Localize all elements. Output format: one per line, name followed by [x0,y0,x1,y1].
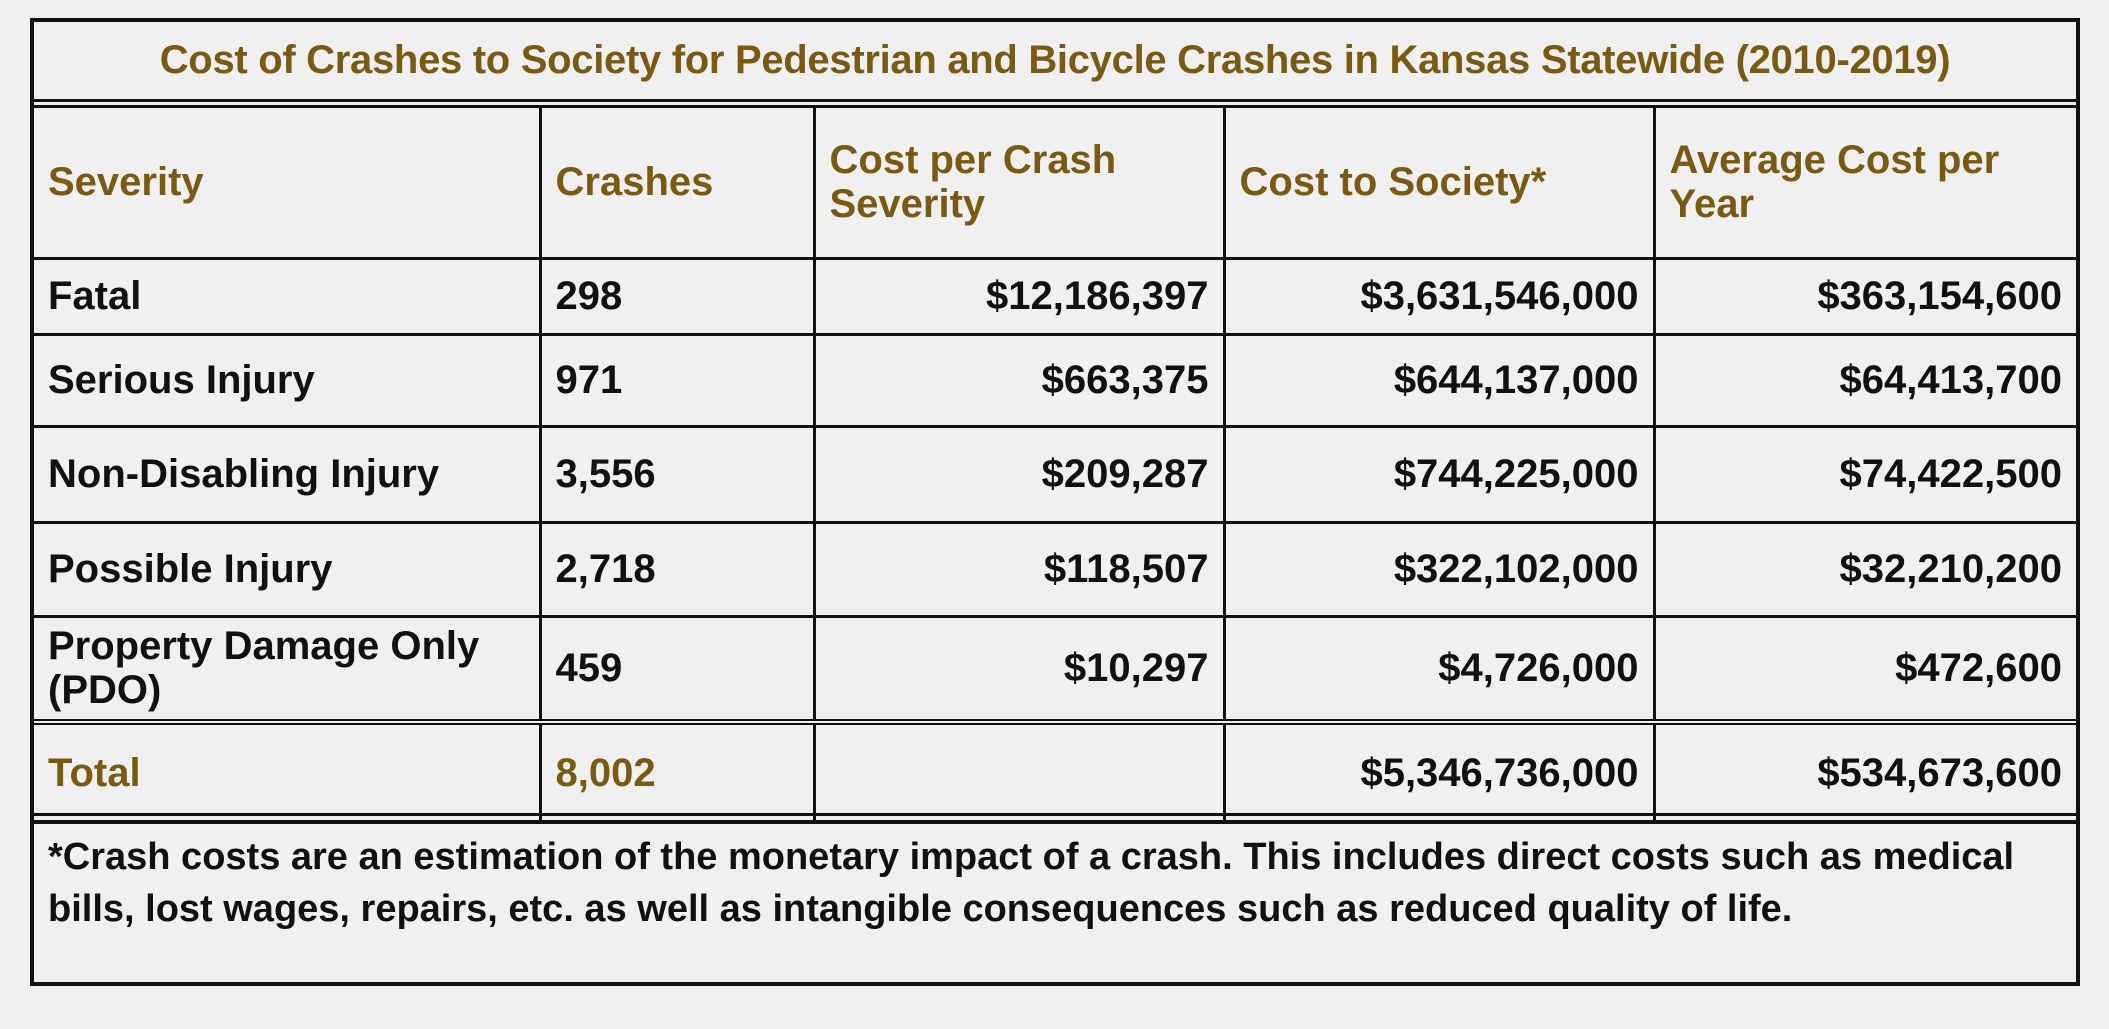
cell-crashes: 3,556 [538,424,816,524]
header-avg-cost-per-year: Average Cost per Year [1652,108,2076,260]
total-crashes: 8,002 [538,720,816,824]
cell-severity: Possible Injury [34,520,542,618]
header-row: Severity Crashes Cost per Crash Severity… [34,108,2076,260]
header-severity: Severity [34,108,542,260]
total-label: Total [34,720,542,824]
cell-cost-per-crash: $12,186,397 [812,256,1226,336]
header-crashes: Crashes [538,108,816,260]
cell-crashes: 2,718 [538,520,816,618]
total-cost-to-society: $5,346,736,000 [1222,720,1656,824]
total-cost-per-crash [812,720,1226,824]
table-row: Possible Injury 2,718 $118,507 $322,102,… [34,520,2076,618]
cell-severity: Property Damage Only (PDO) [34,614,542,724]
cell-avg-cost-per-year: $32,210,200 [1652,520,2076,618]
cell-cost-per-crash: $118,507 [812,520,1226,618]
table-row: Non-Disabling Injury 3,556 $209,287 $744… [34,424,2076,524]
cell-cost-to-society: $644,137,000 [1222,332,1656,428]
cell-avg-cost-per-year: $74,422,500 [1652,424,2076,524]
cell-severity: Fatal [34,256,542,336]
cell-avg-cost-per-year: $64,413,700 [1652,332,2076,428]
cell-cost-to-society: $4,726,000 [1222,614,1656,724]
cell-avg-cost-per-year: $472,600 [1652,614,2076,724]
cell-crashes: 459 [538,614,816,724]
cell-cost-to-society: $322,102,000 [1222,520,1656,618]
cell-severity: Non-Disabling Injury [34,424,542,524]
total-row: Total 8,002 $5,346,736,000 $534,673,600 [34,720,2076,824]
cell-crashes: 971 [538,332,816,428]
header-cost-per-crash: Cost per Crash Severity [812,108,1226,260]
cost-table-frame: Cost of Crashes to Society for Pedestria… [30,18,2080,986]
cell-crashes: 298 [538,256,816,336]
cost-table: Severity Crashes Cost per Crash Severity… [34,108,2076,824]
table-row: Fatal 298 $12,186,397 $3,631,546,000 $36… [34,256,2076,336]
cell-cost-to-society: $744,225,000 [1222,424,1656,524]
cell-cost-per-crash: $209,287 [812,424,1226,524]
header-cost-to-society: Cost to Society* [1222,108,1656,260]
table-title: Cost of Crashes to Society for Pedestria… [34,22,2076,108]
cell-cost-to-society: $3,631,546,000 [1222,256,1656,336]
cell-cost-per-crash: $663,375 [812,332,1226,428]
footnote: *Crash costs are an estimation of the mo… [34,813,2076,982]
total-avg-cost-per-year: $534,673,600 [1652,720,2076,824]
table-row: Property Damage Only (PDO) 459 $10,297 $… [34,614,2076,724]
cell-cost-per-crash: $10,297 [812,614,1226,724]
cell-avg-cost-per-year: $363,154,600 [1652,256,2076,336]
cell-severity: Serious Injury [34,332,542,428]
table-row: Serious Injury 971 $663,375 $644,137,000… [34,332,2076,428]
